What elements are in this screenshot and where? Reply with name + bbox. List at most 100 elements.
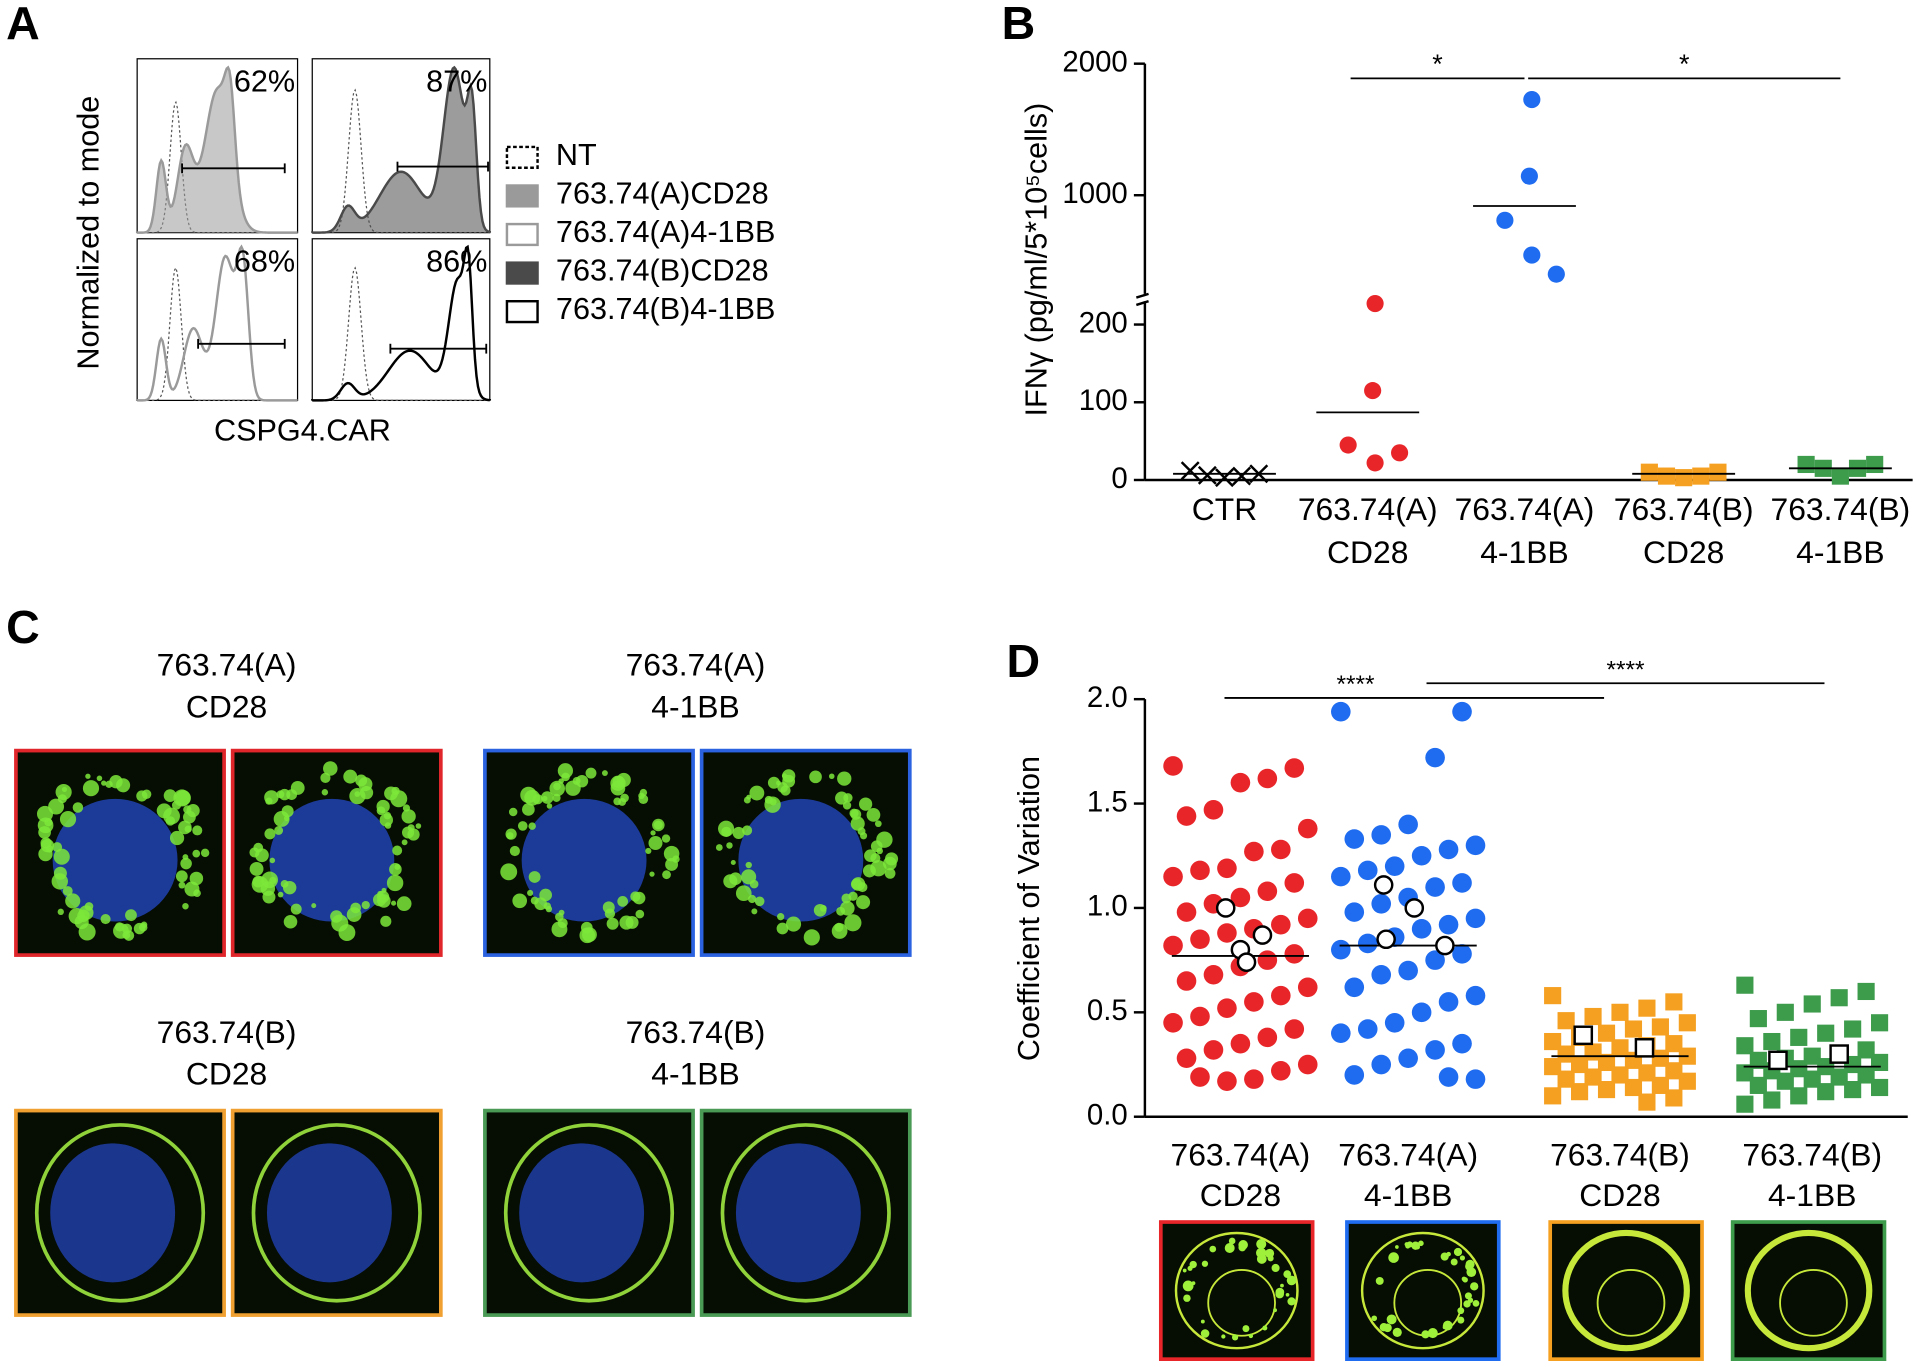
open-point [1768,1050,1788,1071]
speckle [376,806,386,815]
point [1523,246,1541,264]
point [1217,858,1237,879]
point [1803,1047,1821,1065]
speckle [735,885,752,902]
open-point [1236,952,1257,973]
point [1344,829,1365,849]
point [1398,814,1418,835]
point [1230,887,1251,908]
speckle [282,880,297,895]
speckle [1267,1255,1274,1262]
point [1203,1040,1224,1060]
point [1398,1048,1418,1069]
speckle [1256,1238,1267,1250]
speckle [842,801,852,810]
point [1692,467,1710,485]
speckle [785,916,802,932]
x-tick-label: CD28 [1579,1177,1660,1213]
point [1180,461,1200,481]
point [1803,995,1821,1013]
speckle [715,844,723,851]
point [1665,993,1683,1011]
open-point [1435,935,1455,956]
speckle [1462,1277,1468,1283]
speckle [520,786,537,804]
speckle [175,870,188,883]
y-tick-label: 0.0 [1087,1098,1128,1131]
legend-swatch [505,261,539,285]
inner-ring [1207,1269,1276,1337]
point [1230,1033,1251,1054]
point [1544,1087,1562,1105]
speckle [53,866,67,880]
point [1557,1070,1575,1088]
speckle [730,859,736,866]
y-tick-label: 100 [1079,384,1128,417]
point [1411,845,1432,866]
speckle [1275,1289,1284,1299]
speckle [1242,1325,1250,1333]
speckle [1375,1276,1384,1285]
point [1190,1067,1210,1087]
speckle [1228,1237,1236,1245]
nucleus [266,1143,392,1283]
y-tick-label: 0 [1111,462,1127,495]
speckle [274,826,284,835]
speckle [171,800,182,810]
point [1217,1071,1237,1092]
speckle [1248,1333,1254,1339]
significance-label: * [1432,49,1443,79]
speckle [391,900,397,906]
point [1284,1019,1305,1039]
speckle [635,909,645,919]
speckle [528,871,541,883]
point [1465,985,1486,1006]
speckle [53,848,70,865]
speckle [1224,1243,1235,1253]
y-axis-label: Coefficient of Variation [1012,756,1046,1061]
open-point [1373,875,1394,895]
point [1339,436,1357,454]
speckle [163,807,180,825]
speckle [59,811,77,828]
point [1203,800,1224,820]
speckle [729,872,742,886]
speckle [837,771,852,786]
speckle [1287,1297,1296,1306]
speckle [1470,1282,1479,1291]
speckle [377,890,384,897]
nucleus [52,798,178,922]
point [1817,1024,1835,1042]
histogram-nt [137,266,298,402]
point [1271,839,1291,860]
x-tick-label: 4-1BB [1768,1177,1856,1213]
speckle [358,777,373,792]
point [1411,1002,1432,1023]
speckle [1459,1255,1466,1261]
point [1624,1020,1643,1038]
point [1371,893,1392,914]
point [1817,1083,1835,1101]
histogram-car [311,244,492,402]
x-tick-label: CD28 [1327,534,1408,570]
speckle [851,877,866,891]
point [1391,444,1409,462]
significance-label: **** [1336,671,1375,698]
speckle [527,889,534,896]
axis-break [1135,300,1149,307]
speckle [558,778,564,784]
point [1749,1076,1767,1094]
speckle [557,763,574,779]
speckle [1285,1292,1290,1297]
membrane [503,1123,675,1303]
speckle [1395,1245,1399,1249]
speckle [182,902,189,910]
speckle [580,921,593,934]
x-tick-label: 763.74(A) [1171,1137,1311,1173]
speckle [1200,1319,1205,1324]
point [1624,1078,1643,1097]
point [1678,1072,1696,1090]
axis-break [1135,292,1149,299]
point [1557,1045,1575,1063]
point [1331,1023,1351,1044]
